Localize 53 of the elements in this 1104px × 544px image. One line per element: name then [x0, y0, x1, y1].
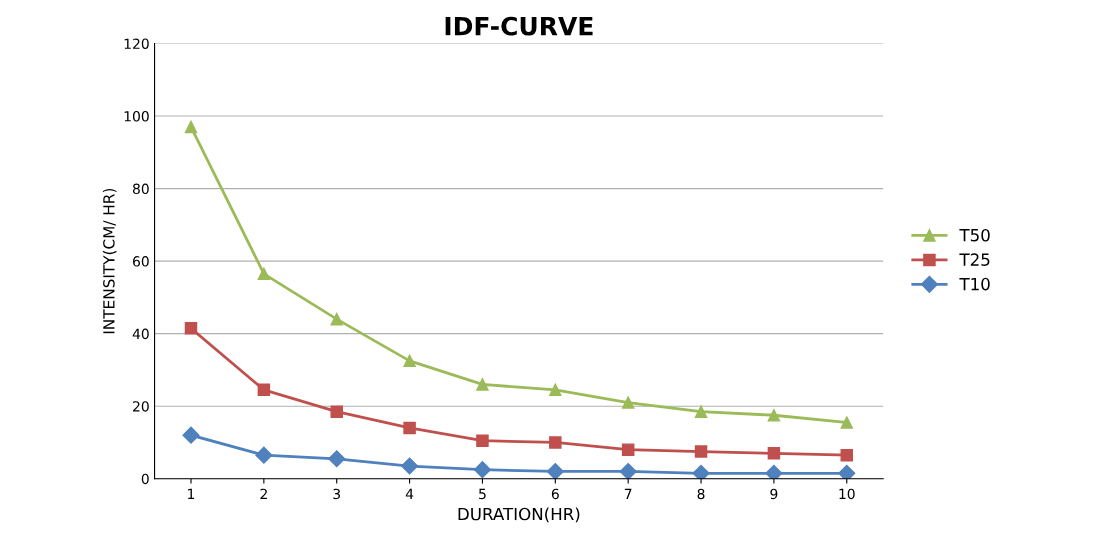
- legend-label: T50: [959, 228, 990, 242]
- point: [184, 321, 198, 335]
- point: [403, 421, 416, 435]
- chart-title: IDF-CURVE: [445, 16, 593, 36]
- y-tick-label: 80: [132, 183, 149, 195]
- point: [549, 436, 562, 449]
- x-tick-label: 1: [188, 488, 195, 499]
- point: [330, 405, 343, 418]
- y-tick-label: 120: [124, 38, 149, 49]
- point: [765, 464, 783, 479]
- point: [767, 409, 781, 422]
- point: [621, 443, 635, 456]
- x-axis-title: DURATION(HR): [458, 507, 580, 523]
- point: [476, 378, 489, 391]
- point: [692, 464, 710, 479]
- point: [838, 464, 856, 479]
- point: [257, 267, 271, 281]
- x-tick-label: 6: [551, 488, 559, 500]
- x-tick-label: 8: [697, 488, 705, 500]
- point: [403, 354, 416, 368]
- x-tick-label: 2: [260, 488, 267, 499]
- point: [767, 447, 781, 460]
- legend-label: T10: [959, 277, 990, 291]
- y-tick-label: 100: [124, 111, 149, 122]
- y-tick-label: 20: [133, 401, 149, 412]
- point: [840, 416, 854, 429]
- y-tick-label: 0: [141, 473, 149, 485]
- point: [549, 383, 562, 397]
- x-tick-label: 9: [770, 488, 778, 500]
- x-tick-label: 3: [333, 488, 341, 500]
- point: [401, 457, 419, 475]
- legend-label: T25: [959, 253, 990, 266]
- x-tick-label: 7: [624, 488, 632, 499]
- point: [694, 445, 708, 458]
- point: [473, 461, 492, 479]
- x-tick-label: 10: [839, 488, 855, 500]
- point: [330, 312, 343, 326]
- point: [257, 383, 271, 397]
- y-tick-label: 60: [133, 256, 149, 267]
- point: [546, 462, 564, 479]
- point: [840, 448, 854, 462]
- point: [184, 120, 198, 134]
- point: [694, 405, 708, 418]
- point: [621, 396, 635, 409]
- point: [328, 450, 346, 468]
- point: [182, 426, 200, 444]
- point: [476, 434, 489, 447]
- x-tick-label: 5: [479, 488, 486, 500]
- y-axis-title: INTENSITY(CM/ HR): [102, 188, 117, 334]
- point: [255, 446, 273, 464]
- x-tick-label: 4: [405, 488, 414, 499]
- point: [619, 462, 637, 479]
- y-tick-label: 40: [132, 328, 149, 340]
